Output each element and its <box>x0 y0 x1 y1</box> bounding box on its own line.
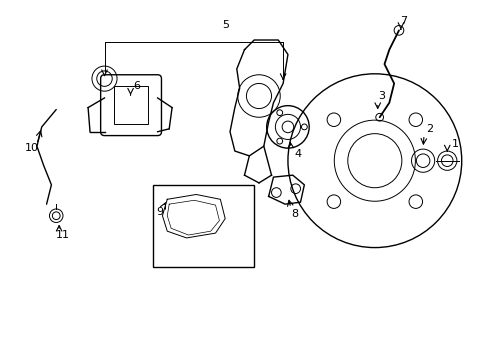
Text: 7: 7 <box>399 16 407 26</box>
Text: 4: 4 <box>293 149 301 159</box>
Text: 2: 2 <box>426 124 432 134</box>
Text: 9: 9 <box>156 207 163 217</box>
Text: 1: 1 <box>450 139 458 149</box>
Text: 10: 10 <box>25 143 39 153</box>
Bar <box>114 86 148 124</box>
Text: 11: 11 <box>56 230 70 240</box>
Text: 8: 8 <box>290 209 298 219</box>
Text: 5: 5 <box>221 19 228 30</box>
Text: 3: 3 <box>377 91 385 101</box>
Bar <box>152 185 254 267</box>
Text: 6: 6 <box>133 81 140 91</box>
